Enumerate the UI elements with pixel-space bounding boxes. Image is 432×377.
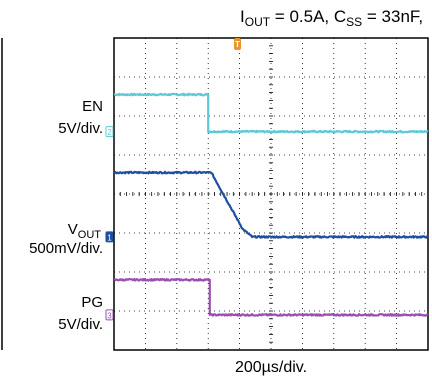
test-condition-label: IOUT = 0.5A, CSS = 33nF, [240, 7, 423, 29]
channel-marker-pg: 3 [105, 309, 114, 321]
channel-marker-text: 3 [107, 311, 112, 320]
vout-scale-label: 500mV/div. [29, 240, 103, 257]
trigger-marker: T [234, 38, 241, 50]
en-channel-label: EN [82, 98, 103, 115]
en-scale-label: 5V/div. [58, 120, 103, 137]
channel-marker-text: 2 [107, 128, 112, 137]
traces: 2 1 3 [105, 92, 429, 321]
trace-pg [113, 277, 429, 317]
channel-marker-text: 1 [107, 233, 112, 242]
trace-vout [113, 170, 429, 239]
x-axis-label: 200µs/div. [235, 359, 307, 376]
pg-scale-label: 5V/div. [58, 316, 103, 333]
svg-text:T: T [235, 40, 240, 49]
vout-channel-label: VOUT [68, 221, 102, 241]
trace-en [113, 92, 429, 134]
channel-marker-vout: 1 [105, 231, 114, 243]
channel-marker-en: 2 [105, 126, 114, 137]
grid [113, 37, 429, 351]
pg-channel-label: PG [81, 294, 103, 311]
